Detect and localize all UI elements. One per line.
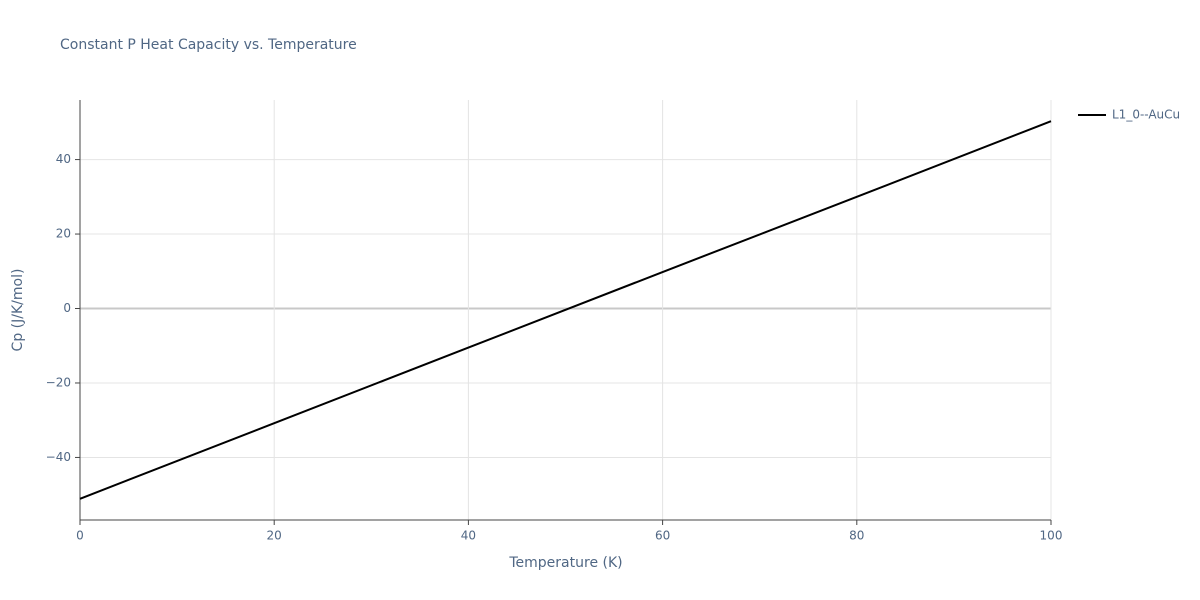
x-tick-label: 80: [849, 529, 864, 543]
x-tick-label: 0: [76, 529, 84, 543]
x-tick-label: 20: [267, 529, 282, 543]
y-tick-label: −20: [46, 375, 71, 389]
y-tick-label: 20: [56, 227, 71, 241]
y-tick-label: 0: [63, 301, 71, 315]
legend-label: L1_0--AuCu: [1112, 108, 1180, 122]
x-tick-label: 40: [461, 529, 476, 543]
y-tick-label: 40: [56, 152, 71, 166]
y-axis-title: Cp (J/K/mol): [10, 269, 26, 352]
y-tick-label: −40: [46, 450, 71, 464]
series-line: [79, 120, 1052, 500]
x-axis-title: Temperature (K): [508, 555, 622, 571]
x-tick-label: 100: [1040, 529, 1063, 543]
x-tick-label: 60: [655, 529, 670, 543]
chart-title: Constant P Heat Capacity vs. Temperature: [60, 37, 357, 53]
